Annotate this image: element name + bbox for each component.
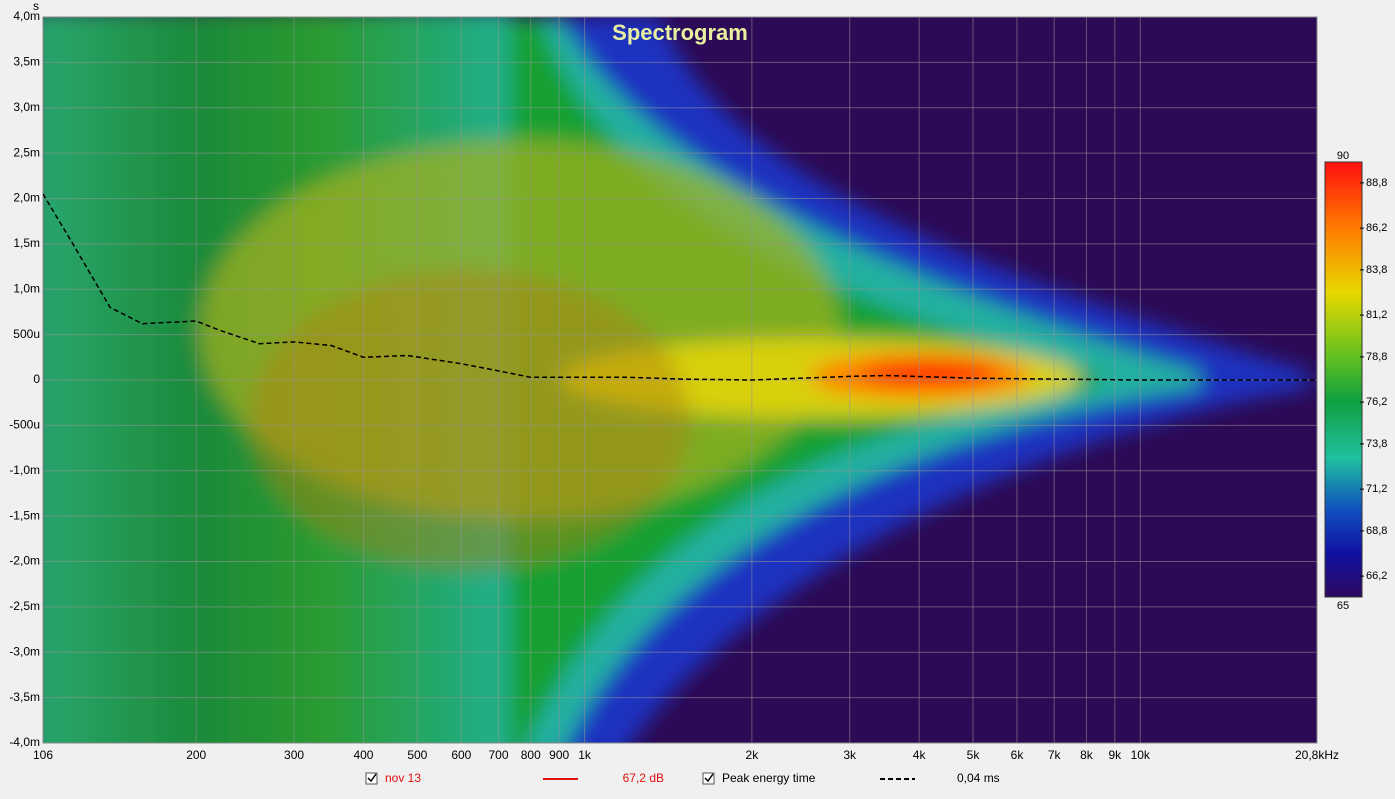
legend-measurement: nov 13 (385, 771, 421, 785)
x-tick-label: 2k (746, 748, 760, 762)
colorbar-tick-label: 83,8 (1366, 264, 1387, 276)
y-tick-label: -3,0m (9, 644, 40, 658)
y-tick-label: -4,0m (9, 735, 40, 749)
y-tick-label: 500u (13, 327, 40, 341)
x-tick-label: 200 (186, 748, 206, 762)
x-tick-label: 400 (353, 748, 373, 762)
y-axis-label: s (33, 0, 39, 13)
y-tick-label: 0 (33, 372, 40, 386)
y-tick-label: 1,5m (13, 236, 40, 250)
y-tick-label: -500u (9, 418, 40, 432)
colorbar-max: 90 (1337, 150, 1349, 162)
colorbar-tick-label: 81,2 (1366, 309, 1387, 321)
x-tick-label: 3k (843, 748, 857, 762)
colorbar-tick-label: 76,2 (1366, 396, 1387, 408)
colorbar-tick-label: 78,8 (1366, 351, 1387, 363)
legend-value: 0,04 ms (957, 771, 1000, 785)
y-tick-label: 4,0m (13, 9, 40, 23)
y-tick-label: 2,0m (13, 191, 40, 205)
x-tick-label: 500 (407, 748, 427, 762)
check-mark (704, 773, 714, 783)
x-tick-label: 10k (1131, 748, 1151, 762)
check-mark (367, 773, 377, 783)
colorbar-tick-label: 88,8 (1366, 177, 1387, 189)
y-tick-label: -3,5m (9, 690, 40, 704)
checkbox[interactable] (365, 772, 378, 785)
x-tick-label: 4k (913, 748, 927, 762)
x-tick-label: 20,8kHz (1295, 748, 1339, 762)
colorbar-tick-label: 66,2 (1366, 570, 1387, 582)
legend-value: 67,2 dB (623, 771, 664, 785)
y-tick-label: 3,5m (13, 55, 40, 69)
y-tick-label: -2,0m (9, 554, 40, 568)
x-tick-label: 300 (284, 748, 304, 762)
chart-title: Spectrogram (612, 20, 748, 45)
x-tick-label: 700 (489, 748, 509, 762)
x-tick-label: 106 (33, 748, 53, 762)
x-tick-label: 7k (1048, 748, 1062, 762)
x-tick-label: 1k (578, 748, 592, 762)
y-tick-label: 2,5m (13, 145, 40, 159)
colorbar-tick-label: 71,2 (1366, 483, 1387, 495)
x-tick-label: 800 (521, 748, 541, 762)
x-tick-label: 600 (451, 748, 471, 762)
x-tick-label: 9k (1108, 748, 1122, 762)
y-tick-label: 1,0m (13, 281, 40, 295)
x-tick-label: 6k (1011, 748, 1025, 762)
checkbox[interactable] (702, 772, 715, 785)
y-tick-label: -1,5m (9, 508, 40, 522)
colorbar-min: 65 (1337, 600, 1349, 612)
colorbar-tick-label: 68,8 (1366, 525, 1387, 537)
peak-energy-line (43, 193, 1317, 381)
y-tick-label: -1,0m (9, 463, 40, 477)
plot-frame (42, 16, 1318, 744)
colorbar (1324, 161, 1363, 598)
y-tick-label: -2,5m (9, 599, 40, 613)
colorbar-tick-label: 86,2 (1366, 222, 1387, 234)
x-tick-label: 5k (967, 748, 981, 762)
legend-series: Peak energy time (722, 771, 816, 785)
x-tick-label: 900 (549, 748, 569, 762)
x-tick-label: 8k (1080, 748, 1094, 762)
y-tick-label: 3,0m (13, 100, 40, 114)
colorbar-tick-label: 73,8 (1366, 438, 1387, 450)
